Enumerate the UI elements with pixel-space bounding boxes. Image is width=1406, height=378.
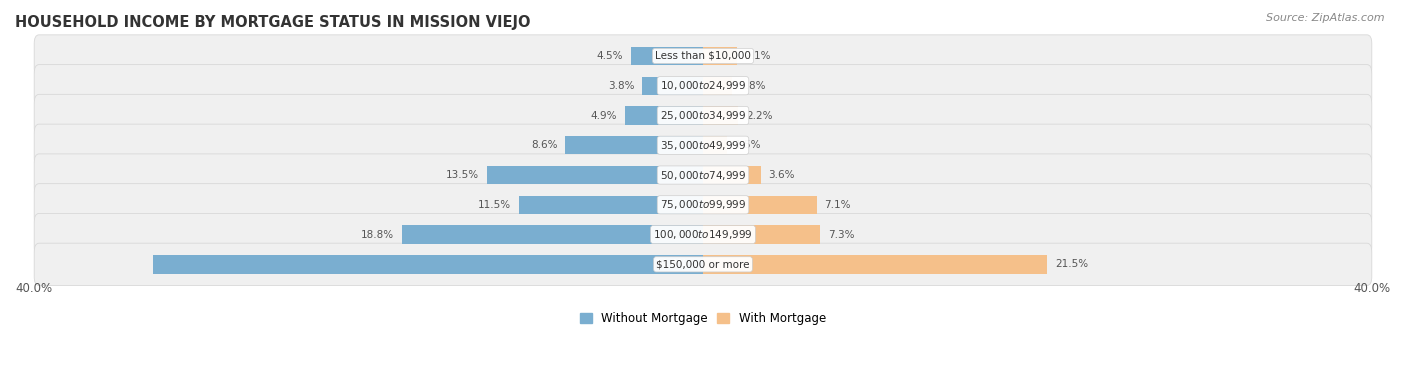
Text: 11.5%: 11.5% — [478, 200, 510, 210]
Text: 13.5%: 13.5% — [446, 170, 479, 180]
Text: 40.0%: 40.0% — [15, 282, 52, 294]
Bar — [565, 136, 703, 155]
Text: 7.1%: 7.1% — [824, 200, 851, 210]
Bar — [703, 47, 737, 65]
Text: $35,000 to $49,999: $35,000 to $49,999 — [659, 139, 747, 152]
Text: 3.8%: 3.8% — [607, 81, 634, 91]
Text: 3.6%: 3.6% — [769, 170, 796, 180]
Text: 4.9%: 4.9% — [591, 110, 617, 121]
FancyBboxPatch shape — [34, 124, 1372, 166]
FancyBboxPatch shape — [34, 35, 1372, 77]
Text: HOUSEHOLD INCOME BY MORTGAGE STATUS IN MISSION VIEJO: HOUSEHOLD INCOME BY MORTGAGE STATUS IN M… — [15, 15, 530, 30]
Bar — [402, 225, 703, 244]
FancyBboxPatch shape — [34, 154, 1372, 196]
Text: 7.3%: 7.3% — [828, 229, 855, 240]
FancyBboxPatch shape — [34, 243, 1372, 285]
Text: 8.6%: 8.6% — [531, 140, 557, 150]
FancyBboxPatch shape — [34, 65, 1372, 107]
FancyBboxPatch shape — [34, 94, 1372, 136]
Text: 2.1%: 2.1% — [745, 51, 770, 61]
Bar — [703, 76, 731, 95]
Text: Source: ZipAtlas.com: Source: ZipAtlas.com — [1267, 13, 1385, 23]
Bar — [153, 255, 703, 274]
FancyBboxPatch shape — [34, 214, 1372, 256]
Bar — [703, 225, 820, 244]
Text: 2.2%: 2.2% — [747, 110, 773, 121]
Text: 18.8%: 18.8% — [361, 229, 394, 240]
Text: 40.0%: 40.0% — [1354, 282, 1391, 294]
Text: 1.5%: 1.5% — [735, 140, 762, 150]
Text: $150,000 or more: $150,000 or more — [657, 259, 749, 270]
Text: Less than $10,000: Less than $10,000 — [655, 51, 751, 61]
Text: 21.5%: 21.5% — [1054, 259, 1088, 270]
Bar — [703, 255, 1047, 274]
Text: 34.4%: 34.4% — [654, 259, 688, 270]
Bar — [703, 195, 817, 214]
Text: $50,000 to $74,999: $50,000 to $74,999 — [659, 169, 747, 181]
Text: $75,000 to $99,999: $75,000 to $99,999 — [659, 198, 747, 211]
Text: $100,000 to $149,999: $100,000 to $149,999 — [654, 228, 752, 241]
Text: 1.8%: 1.8% — [740, 81, 766, 91]
Text: $10,000 to $24,999: $10,000 to $24,999 — [659, 79, 747, 92]
Text: $25,000 to $34,999: $25,000 to $34,999 — [659, 109, 747, 122]
Bar — [631, 47, 703, 65]
Bar — [643, 76, 703, 95]
FancyBboxPatch shape — [34, 184, 1372, 226]
Bar — [519, 195, 703, 214]
Bar — [703, 136, 727, 155]
Legend: Without Mortgage, With Mortgage: Without Mortgage, With Mortgage — [575, 308, 831, 330]
Text: 4.5%: 4.5% — [596, 51, 623, 61]
Bar — [703, 106, 738, 125]
Bar — [703, 166, 761, 184]
Bar — [486, 166, 703, 184]
Bar — [624, 106, 703, 125]
